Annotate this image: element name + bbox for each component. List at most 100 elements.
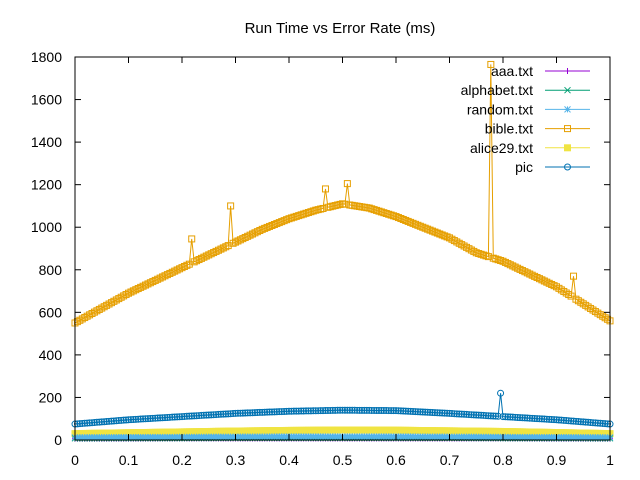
data-point [463, 410, 471, 418]
data-point [465, 411, 473, 419]
data-point [382, 407, 390, 415]
data-point [95, 418, 103, 426]
data-point [205, 411, 213, 419]
y-tick-label: 800 [39, 262, 63, 278]
data-point [582, 418, 590, 426]
data-point [514, 413, 522, 421]
data-point [253, 409, 261, 417]
data-point [538, 276, 546, 284]
data-point [197, 411, 205, 419]
x-tick-label: 0.3 [226, 452, 246, 468]
data-point [504, 260, 512, 268]
legend-label: pic [515, 159, 533, 175]
data-point [210, 249, 218, 257]
legend-item: aaa.txt [491, 63, 590, 79]
data-point [275, 408, 283, 416]
data-point [433, 229, 441, 237]
data-point [516, 265, 524, 273]
data-point [373, 206, 381, 214]
data-point [334, 406, 342, 414]
data-point [251, 229, 259, 237]
x-tick-label: 0.2 [172, 452, 192, 468]
data-point [83, 419, 91, 427]
data-point [214, 246, 222, 254]
data-point [290, 407, 298, 415]
data-point [455, 410, 463, 418]
data-point [504, 413, 512, 421]
data-point [258, 225, 266, 233]
data-point [224, 410, 232, 418]
data-point [358, 406, 366, 414]
data-point [564, 106, 571, 113]
data-point [353, 406, 361, 414]
data-point [134, 415, 142, 423]
data-point [76, 420, 84, 428]
data-point [178, 413, 186, 421]
data-point [331, 202, 339, 210]
data-point [587, 418, 595, 426]
data-point [142, 281, 150, 289]
data-point [222, 243, 230, 251]
data-point [482, 412, 490, 420]
data-point [249, 409, 257, 417]
data-point [543, 278, 551, 286]
data-point [188, 412, 196, 420]
data-point [144, 415, 152, 423]
data-point [482, 252, 490, 260]
data-point [511, 263, 519, 271]
data-point [329, 202, 337, 210]
data-point [475, 250, 483, 258]
data-point [426, 408, 434, 416]
data-point [309, 407, 317, 415]
data-point [171, 267, 179, 275]
data-point [285, 215, 293, 223]
data-point [234, 237, 242, 245]
data-point [300, 210, 308, 218]
data-point [168, 268, 176, 276]
data-point [574, 418, 582, 426]
data-point [535, 275, 543, 283]
data-point [331, 406, 339, 414]
data-point [205, 251, 213, 259]
y-tick-label: 1000 [31, 219, 62, 235]
x-tick-label: 0.1 [119, 452, 139, 468]
legend-label: alice29.txt [470, 140, 533, 156]
data-point [533, 415, 541, 423]
data-point [382, 209, 390, 217]
data-point [266, 222, 274, 230]
data-point [207, 411, 215, 419]
data-point [295, 407, 303, 415]
data-point [521, 268, 529, 276]
data-point [117, 416, 125, 424]
y-tick-label: 600 [39, 304, 63, 320]
x-tick-label: 0.7 [440, 452, 460, 468]
data-point [212, 411, 220, 419]
data-point [377, 407, 385, 415]
data-point [329, 406, 337, 414]
data-point [392, 407, 400, 415]
data-point [110, 417, 118, 425]
data-point [324, 203, 332, 211]
data-point [317, 407, 325, 415]
data-point [297, 407, 305, 415]
data-point [241, 233, 249, 241]
data-point [394, 214, 402, 222]
x-tick-label: 0.6 [386, 452, 406, 468]
data-point [528, 271, 536, 279]
data-point [509, 262, 517, 270]
data-point [494, 412, 502, 420]
data-point [263, 223, 271, 231]
y-tick-label: 200 [39, 389, 63, 405]
data-point [246, 231, 254, 239]
legend-label: random.txt [467, 101, 533, 117]
data-point [302, 209, 310, 217]
data-point [404, 407, 412, 415]
data-point [477, 250, 485, 258]
data-point [346, 406, 354, 414]
data-point [166, 269, 174, 277]
data-point [195, 256, 203, 264]
data-point [234, 409, 242, 417]
data-point [390, 407, 398, 415]
data-point [589, 419, 597, 427]
